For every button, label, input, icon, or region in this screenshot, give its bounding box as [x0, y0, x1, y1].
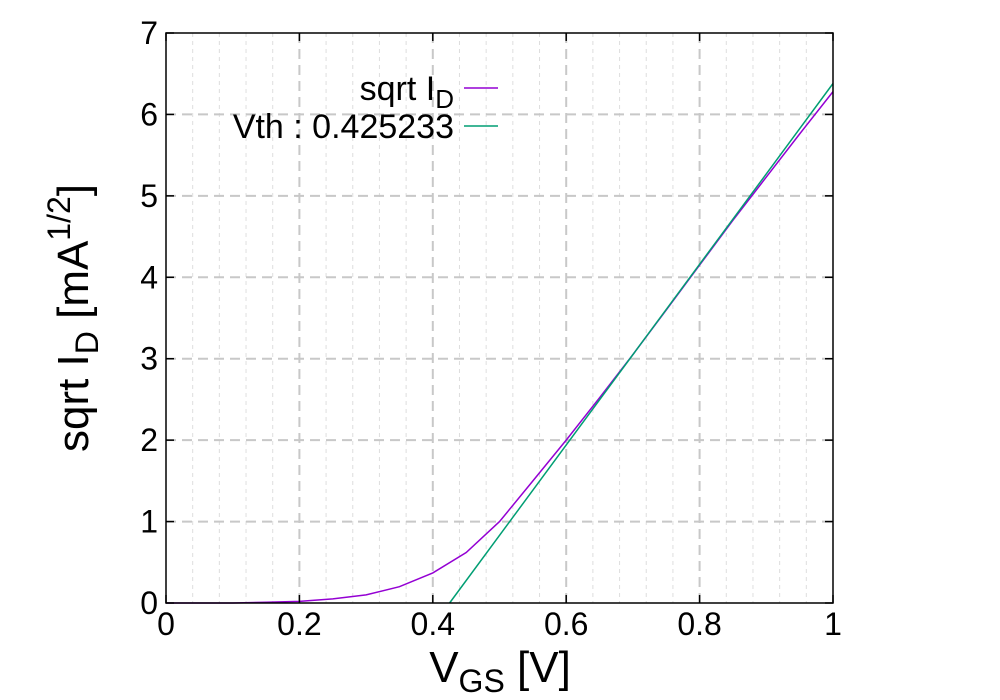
series-layer [166, 83, 834, 604]
minor-grid [192, 33, 807, 603]
x-tick-label: 0.2 [277, 606, 321, 642]
y-tick-label: 7 [140, 15, 158, 51]
series-line-vth-fit [448, 83, 834, 604]
legend: sqrt ID Vth : 0.425233 [233, 70, 498, 146]
y-tick-label: 1 [140, 504, 158, 540]
x-tick-label: 0 [157, 606, 175, 642]
series-line-sqrt-id [166, 91, 834, 604]
x-tick-label: 0.6 [544, 606, 588, 642]
y-tick-label: 3 [140, 341, 158, 377]
legend-label-vth: Vth : 0.425233 [233, 108, 454, 146]
y-tick-label: 6 [140, 96, 158, 132]
y-tick-label: 5 [140, 178, 158, 214]
x-tick-label: 0.8 [677, 606, 721, 642]
y-axis-label: sqrt ID [mA1/2] [41, 184, 105, 452]
x-axis: 0 0.2 0.4 0.6 0.8 1 [157, 33, 842, 642]
x-tick-label: 0.4 [411, 606, 455, 642]
legend-label-sqrt-id: sqrt ID [360, 70, 454, 114]
y-tick-label: 0 [140, 585, 158, 621]
y-tick-label: 2 [140, 422, 158, 458]
x-tick-label: 1 [824, 606, 842, 642]
plot-frame [165, 32, 834, 604]
x-axis-label: VGS [V] [429, 643, 571, 699]
y-tick-label: 4 [140, 259, 158, 295]
y-axis: 0 1 2 3 4 5 6 7 [140, 15, 833, 621]
